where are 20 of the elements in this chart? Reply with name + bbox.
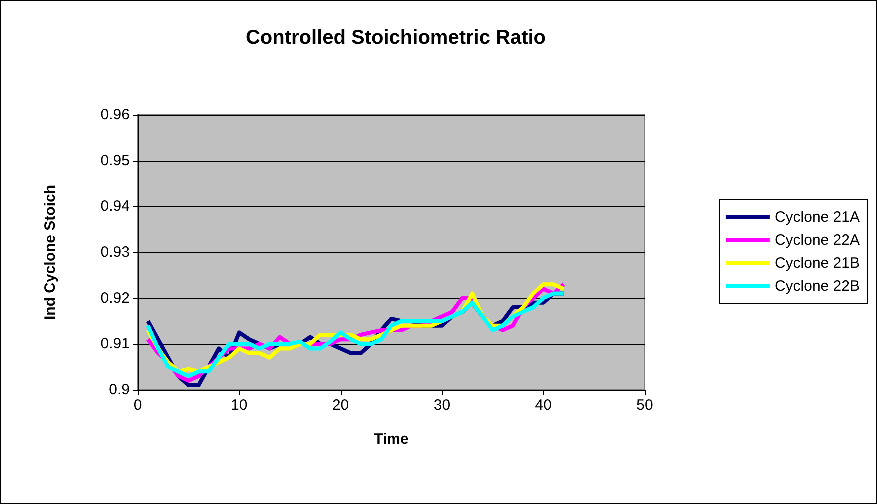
y-tick-label: 0.9 [109, 382, 130, 398]
legend-label: Cyclone 21A [774, 209, 860, 226]
y-tick-label: 0.96 [100, 106, 130, 124]
y-tick-label: 0.92 [100, 290, 130, 307]
x-tick-label: 20 [332, 397, 350, 414]
y-tick-label: 0.94 [100, 198, 130, 216]
x-tick-label: 40 [535, 397, 552, 414]
legend-label: Cyclone 22B [774, 278, 860, 295]
x-tick-label: 50 [636, 397, 654, 414]
chart-title: Controlled Stoichiometric Ratio [246, 27, 546, 49]
x-tick-label: 0 [134, 397, 142, 414]
y-tick-label: 0.95 [100, 152, 130, 170]
legend-label: Cyclone 22A [774, 232, 860, 249]
y-axis-title: Ind Cyclone Stoich [42, 184, 59, 320]
legend-label: Cyclone 21B [774, 255, 860, 272]
y-tick-label: 0.91 [100, 336, 130, 353]
x-tick-label: 30 [434, 397, 451, 414]
x-axis-title: Time [374, 431, 409, 448]
y-tick-label: 0.93 [100, 244, 130, 261]
x-tick-label: 10 [231, 397, 248, 414]
